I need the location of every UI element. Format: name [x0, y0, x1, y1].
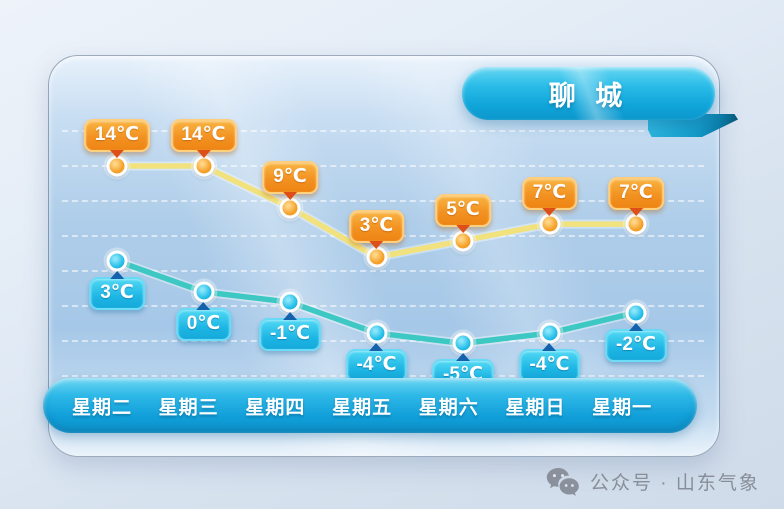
day-label: 星期日	[505, 397, 566, 418]
city-title-ribbon: 聊 城	[462, 67, 715, 120]
gridline	[62, 200, 704, 202]
wechat-icon	[546, 467, 579, 496]
gridline	[62, 130, 704, 132]
day-label: 星期五	[332, 397, 393, 418]
day-label: 星期三	[158, 397, 219, 418]
day-axis-bar: 星期二 星期三 星期四 星期五 星期六 星期日 星期一	[43, 378, 697, 433]
gridline	[62, 305, 704, 307]
day-label: 星期二	[71, 397, 133, 418]
day-label: 星期四	[245, 397, 306, 418]
gridline	[62, 375, 704, 377]
gridline	[62, 165, 704, 167]
gridline	[62, 235, 704, 237]
gridline	[62, 340, 704, 342]
day-label: 星期六	[418, 397, 479, 418]
day-label: 星期一	[592, 397, 653, 418]
city-name: 聊 城	[548, 81, 629, 111]
watermark: 公众号 · 山东气象	[545, 463, 760, 499]
gridline	[62, 270, 704, 272]
watermark-text: 公众号 · 山东气象	[590, 472, 760, 494]
